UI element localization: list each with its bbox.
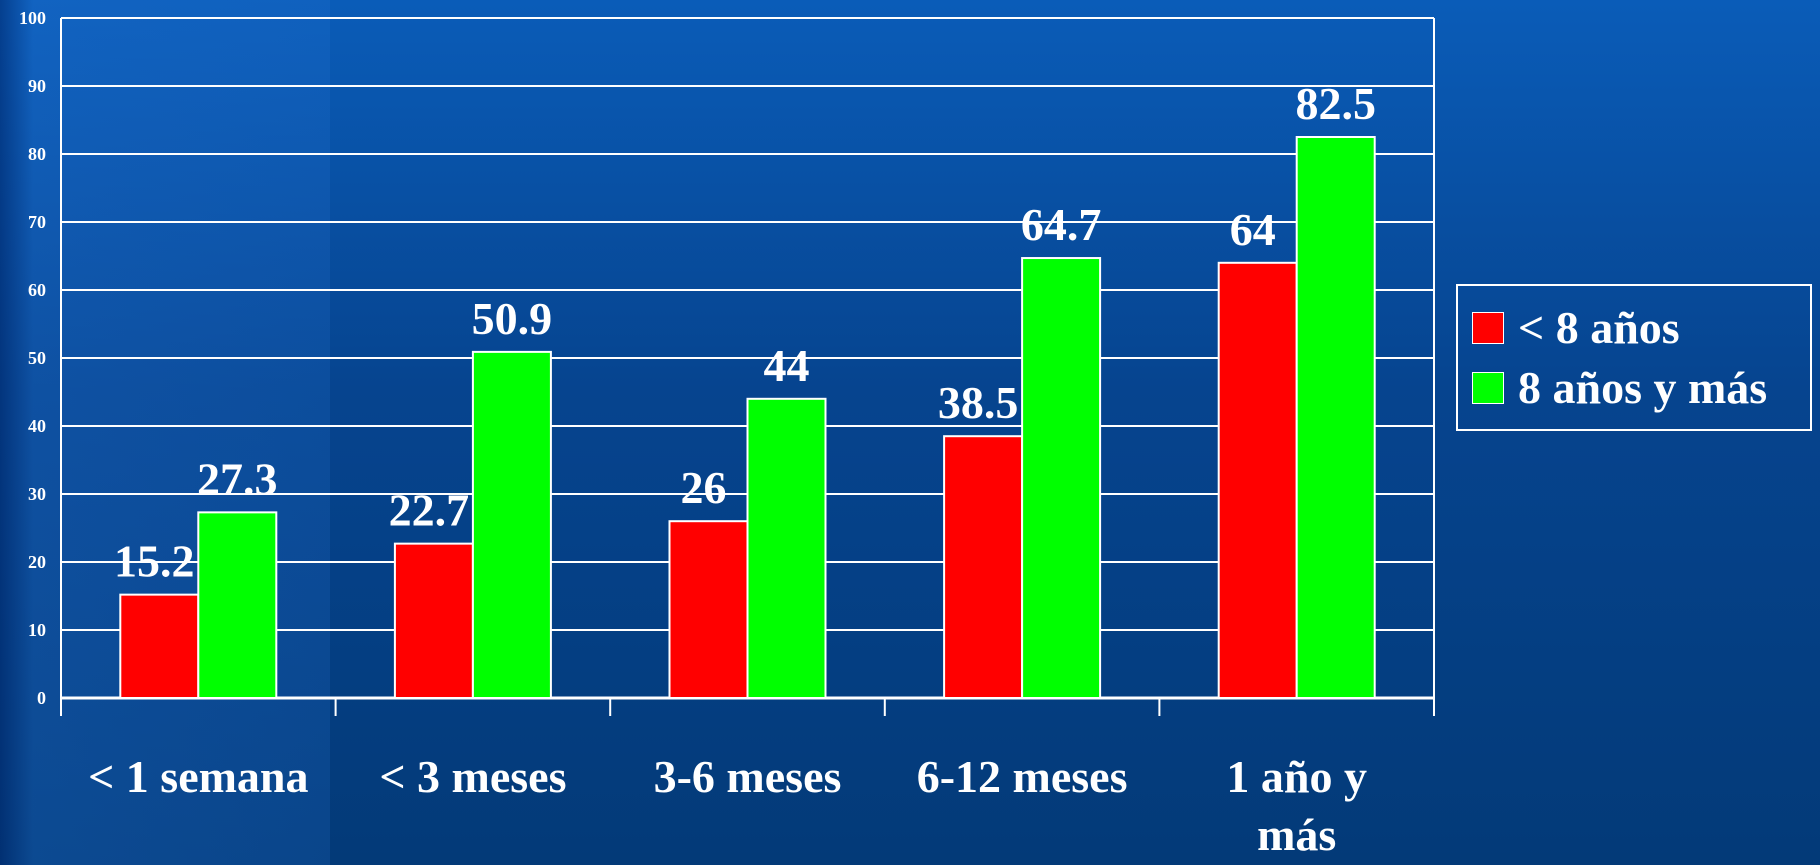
bar-s2-1 (471, 350, 552, 699)
x-category-label-2: 3-6 meses (654, 751, 842, 802)
y-tick-label-3: 30 (28, 484, 46, 504)
bar-s1-3 (943, 435, 1024, 699)
chart-legend: < 8 años 8 años y más (1456, 284, 1812, 431)
data-label-s1-3: 38.5 (938, 377, 1019, 428)
data-label-s2-1: 50.9 (472, 293, 553, 344)
bar-s2-3 (1021, 257, 1102, 699)
bar-s2-2 (746, 397, 827, 699)
data-label-s2-3: 64.7 (1021, 199, 1102, 250)
data-label-s1-4: 64 (1230, 204, 1276, 255)
legend-label-series-2: 8 años y más (1518, 362, 1768, 413)
y-tick-label-7: 70 (28, 212, 46, 232)
legend-item-series-2: 8 años y más (1472, 362, 1768, 413)
bar-s1-2 (668, 520, 749, 700)
y-tick-label-9: 90 (28, 76, 46, 96)
bar-s2-4 (1295, 136, 1376, 699)
x-category-label-0-line-0: < 1 semana (88, 751, 308, 802)
legend-item-series-1: < 8 años (1472, 302, 1680, 353)
data-label-s1-2: 26 (681, 462, 727, 513)
background-side-panel (0, 0, 330, 865)
y-tick-label-10: 100 (19, 8, 46, 28)
x-category-label-1: < 3 meses (379, 751, 566, 802)
data-label-s2-2: 44 (764, 340, 810, 391)
data-label-s2-0: 27.3 (197, 453, 278, 504)
x-category-label-3-line-0: 6-12 meses (917, 751, 1128, 802)
data-label-s2-4: 82.5 (1295, 78, 1376, 129)
x-category-label-2-line-0: 3-6 meses (654, 751, 842, 802)
y-tick-label-6: 60 (28, 280, 46, 300)
bar-s1-0 (119, 593, 200, 700)
x-category-label-4-line-1: más (1257, 809, 1336, 860)
y-tick-label-8: 80 (28, 144, 46, 164)
x-category-label-1-line-0: < 3 meses (379, 751, 566, 802)
legend-label-series-1: < 8 años (1518, 302, 1680, 353)
y-tick-label-2: 20 (28, 552, 46, 572)
bar-s1-4 (1217, 261, 1298, 699)
x-category-label-3: 6-12 meses (917, 751, 1128, 802)
x-category-label-0: < 1 semana (88, 751, 308, 802)
y-tick-label-0: 0 (37, 688, 46, 708)
x-category-label-4: 1 año y más (1226, 751, 1367, 860)
x-category-label-4-line-0: 1 año y (1226, 751, 1367, 802)
legend-swatch-series-2 (1472, 372, 1504, 404)
data-label-s1-0: 15.2 (114, 536, 195, 587)
legend-swatch-series-1 (1472, 312, 1504, 344)
y-tick-label-5: 50 (28, 348, 46, 368)
y-tick-label-4: 40 (28, 416, 46, 436)
bar-s2-0 (197, 511, 278, 699)
bar-s1-1 (393, 542, 474, 700)
y-tick-label-1: 10 (28, 620, 46, 640)
data-label-s1-1: 22.7 (389, 485, 470, 536)
